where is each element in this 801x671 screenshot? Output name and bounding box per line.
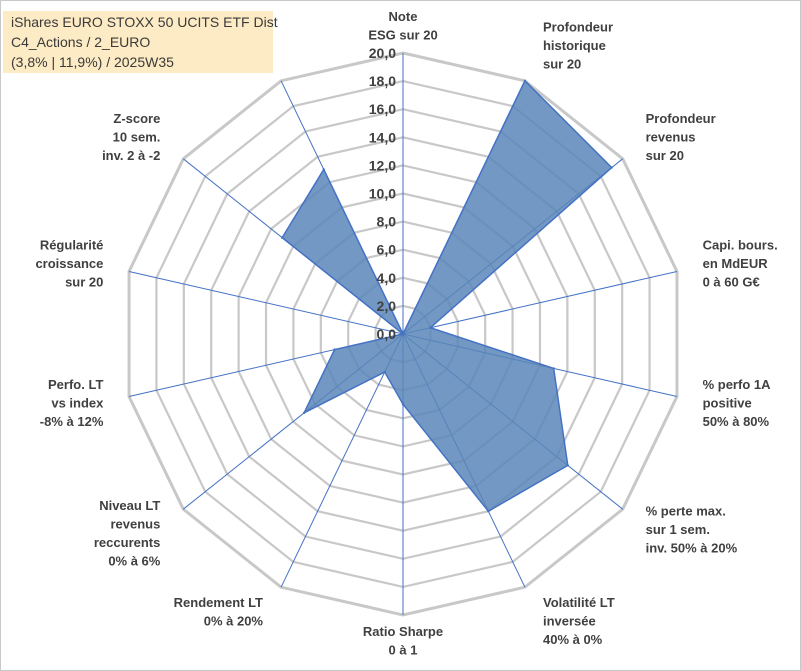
data-point — [322, 168, 325, 171]
axis-label: sur 1 sem. — [646, 522, 710, 537]
tick-label: 8,0 — [377, 214, 397, 230]
axis-label: Niveau LT — [99, 498, 160, 513]
tick-label: 10,0 — [369, 186, 396, 202]
axis-label: Profondeur — [543, 20, 613, 35]
data-point — [552, 367, 555, 370]
axis-label: ESG sur 20 — [368, 28, 437, 43]
data-point — [383, 370, 386, 374]
axis-label: 0 à 60 G€ — [703, 274, 760, 289]
axis-label: 0% à 20% — [204, 613, 264, 628]
axis-label: revenus — [646, 130, 696, 145]
axis-label: sur 20 — [543, 57, 581, 72]
axis-label: % perte max. — [646, 503, 726, 518]
axis-label: sur 20 — [646, 148, 684, 163]
axis-spoke — [402, 270, 678, 335]
axis-label: Note — [389, 9, 418, 24]
data-point — [487, 510, 490, 513]
data-point — [566, 464, 569, 467]
fund-category: C4_Actions / 2_EURO — [11, 34, 151, 50]
axis-label: revenus — [110, 517, 160, 532]
axis-label: sur 20 — [65, 274, 103, 289]
data-point — [610, 166, 613, 169]
data-point — [401, 332, 405, 336]
axis-label: % perfo 1A — [703, 377, 772, 392]
axis-label: 50% à 80% — [703, 414, 770, 429]
axis-label: -8% à 12% — [40, 414, 104, 429]
axis-label: en MdEUR — [703, 256, 769, 271]
data-point — [523, 79, 527, 83]
data-point — [401, 403, 405, 406]
tick-label: 2,0 — [377, 298, 397, 314]
fund-stats: (3,8% | 11,9%) / 2025W35 — [11, 54, 174, 70]
axis-spoke — [280, 333, 404, 588]
data-point — [429, 326, 432, 329]
axis-label: 10 sem. — [113, 130, 161, 145]
axis-spoke — [128, 270, 404, 335]
axis-label: Profondeur — [646, 111, 716, 126]
axis-label: inv. 50% à 20% — [646, 540, 738, 555]
tick-label: 18,0 — [369, 73, 396, 89]
tick-label: 4,0 — [377, 270, 397, 286]
axis-label: Rendement LT — [174, 595, 263, 610]
axis-label: vs index — [51, 396, 104, 411]
axis-label: Perfo. LT — [48, 377, 103, 392]
tick-label: 14,0 — [369, 129, 396, 145]
tick-label: 20,0 — [369, 45, 396, 61]
axis-label: Ratio Sharpe — [363, 624, 443, 639]
tick-label: 12,0 — [369, 157, 396, 173]
tick-label: 16,0 — [369, 101, 396, 117]
axis-label: positive — [703, 396, 752, 411]
tick-label: 0,0 — [377, 326, 397, 342]
fund-info-box: iShares EURO STOXX 50 UCITS ETF Dist C4_… — [3, 11, 278, 73]
axis-label: inversée — [543, 613, 596, 628]
axis-label: Régularité — [40, 237, 104, 252]
axis-label: 0 à 1 — [389, 643, 418, 658]
fund-name: iShares EURO STOXX 50 UCITS ETF Dist — [11, 14, 278, 30]
axis-label: Volatilité LT — [543, 595, 615, 610]
axis-label: 40% à 0% — [543, 632, 603, 647]
axis-label: croissance — [35, 256, 103, 271]
data-series-area — [281, 79, 613, 513]
data-point — [280, 236, 284, 239]
axis-label: Capi. bours. — [703, 237, 778, 252]
axis-label: 0% à 6% — [108, 554, 160, 569]
axis-label: reccurents — [94, 535, 160, 550]
axis-label: Z-score — [113, 111, 160, 126]
axis-label: historique — [543, 38, 606, 53]
data-point — [302, 411, 306, 415]
tick-label: 6,0 — [377, 242, 397, 258]
axis-label: inv. 2 à -2 — [102, 148, 160, 163]
data-point — [333, 348, 336, 351]
